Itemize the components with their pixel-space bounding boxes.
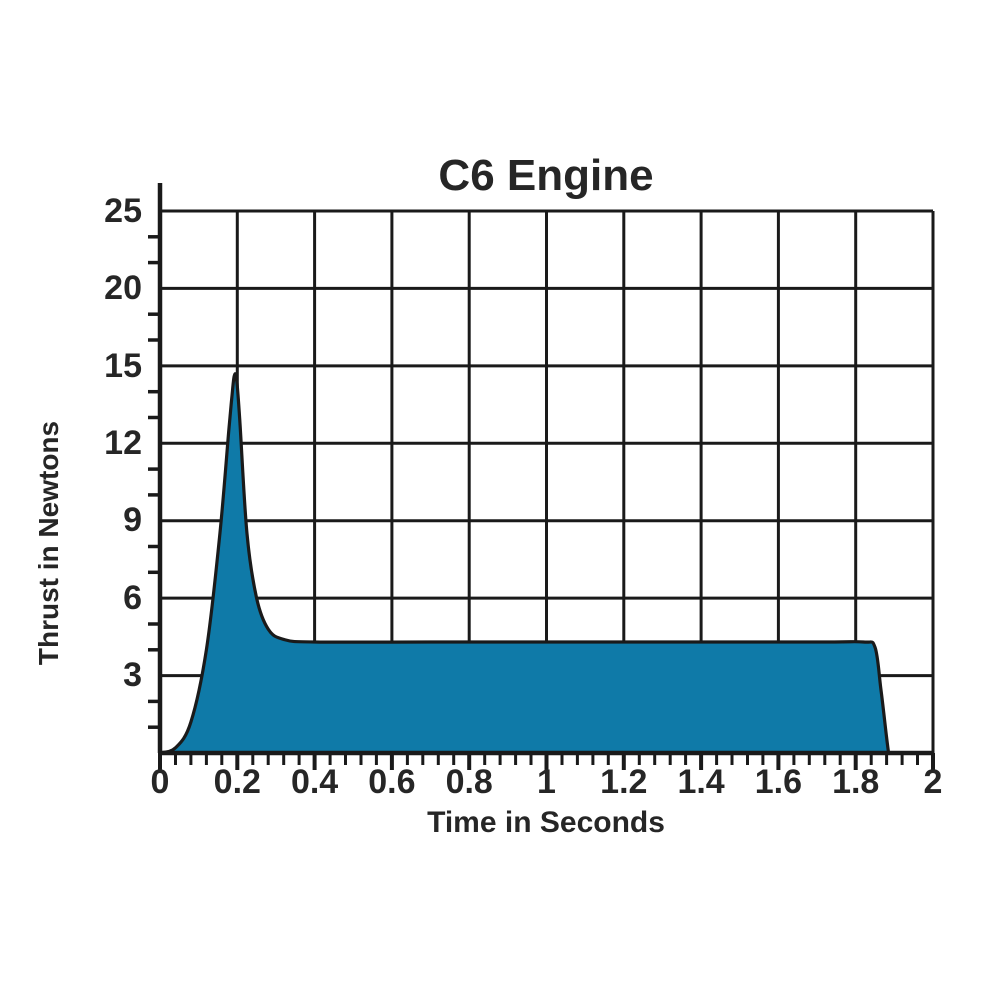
svg-text:20: 20: [104, 269, 142, 307]
svg-text:3: 3: [123, 656, 142, 694]
svg-text:2: 2: [924, 763, 943, 801]
svg-text:1.6: 1.6: [755, 763, 802, 801]
svg-text:1.8: 1.8: [832, 763, 879, 801]
svg-text:C6 Engine: C6 Engine: [438, 151, 653, 200]
svg-text:6: 6: [123, 579, 142, 617]
svg-text:12: 12: [104, 424, 142, 462]
svg-text:1: 1: [537, 763, 556, 801]
svg-text:0: 0: [151, 763, 170, 801]
svg-text:1.2: 1.2: [600, 763, 647, 801]
svg-text:0.8: 0.8: [446, 763, 493, 801]
svg-text:Thrust in Newtons: Thrust in Newtons: [33, 421, 64, 665]
svg-text:0.6: 0.6: [368, 763, 415, 801]
svg-text:25: 25: [104, 192, 142, 230]
svg-text:9: 9: [123, 501, 142, 539]
svg-text:Time in Seconds: Time in Seconds: [427, 806, 665, 839]
svg-text:1.4: 1.4: [677, 763, 724, 801]
svg-text:15: 15: [104, 347, 142, 385]
svg-text:0.2: 0.2: [214, 763, 261, 801]
svg-text:0.4: 0.4: [291, 763, 338, 801]
